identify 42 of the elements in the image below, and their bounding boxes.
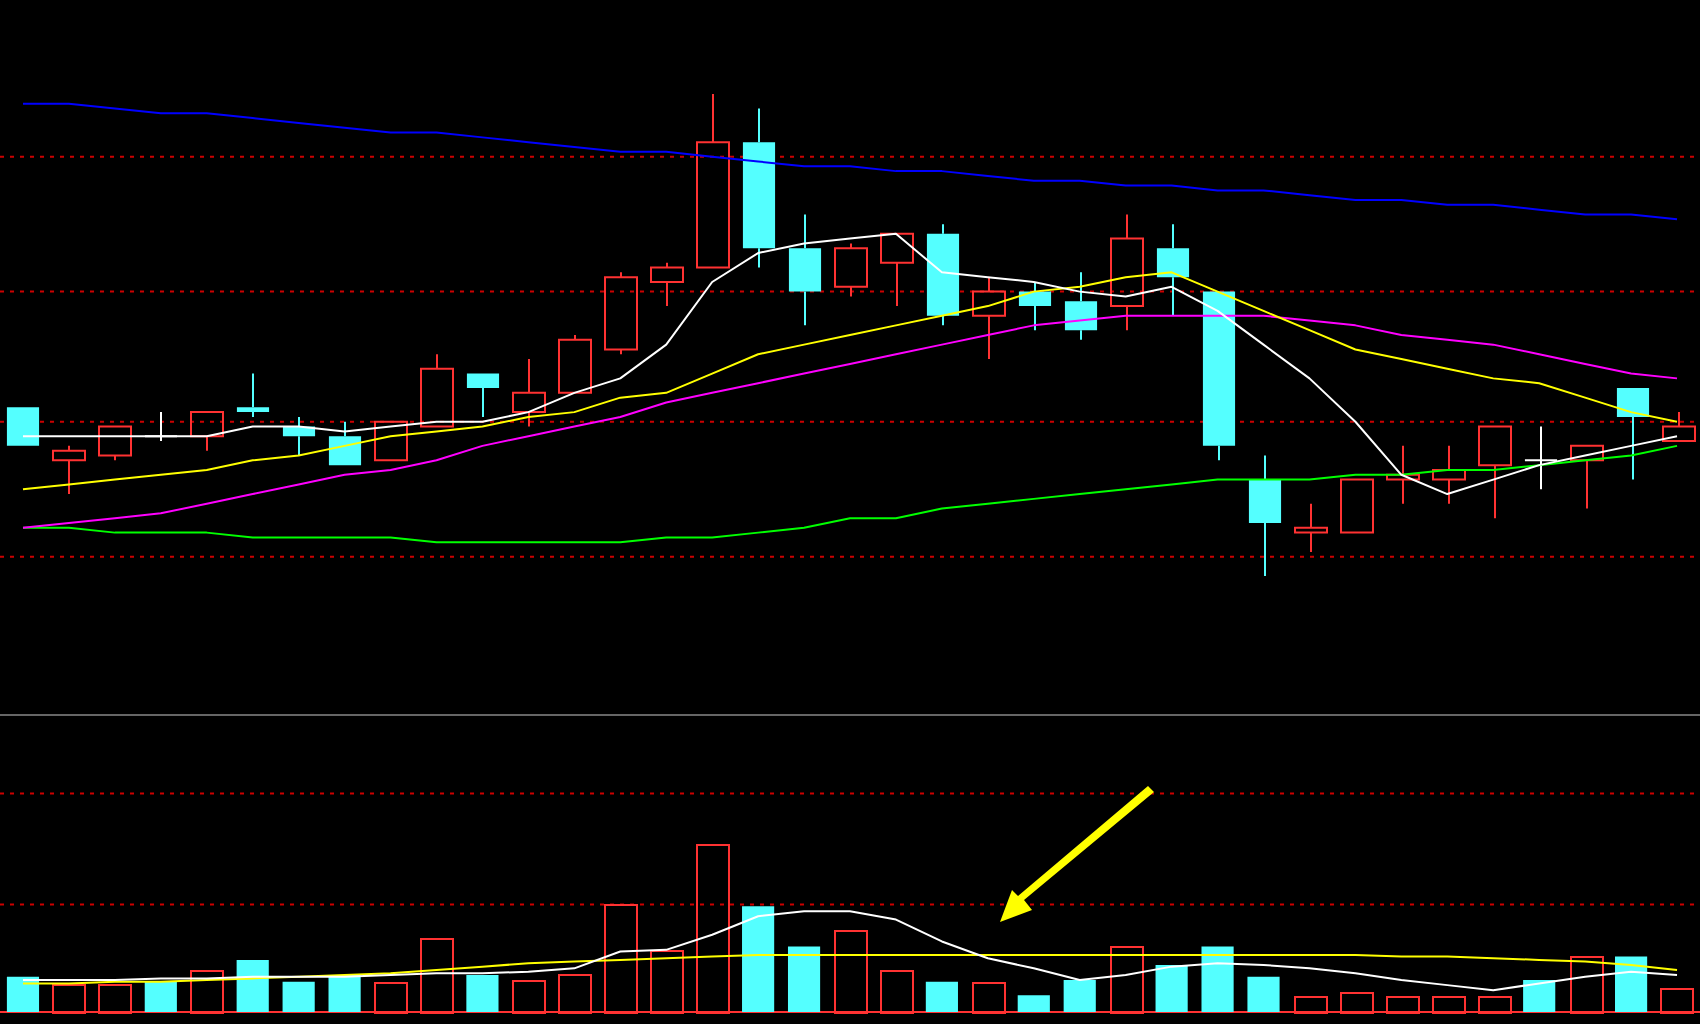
candlestick (1294, 502, 1328, 553)
candlestick (1064, 271, 1098, 341)
bar (6, 976, 40, 1012)
candlestick (52, 444, 86, 496)
candlestick (880, 232, 914, 308)
candlestick (1616, 388, 1650, 481)
candlestick (788, 213, 822, 327)
bar (925, 981, 958, 1012)
candlestick (742, 107, 776, 269)
candlestick (1662, 411, 1696, 443)
candlestick (1202, 291, 1236, 462)
candlestick (1432, 444, 1466, 505)
candlestick (1478, 425, 1512, 520)
candlestick (1570, 444, 1604, 510)
bar (1155, 964, 1188, 1012)
candlestick (926, 223, 960, 327)
bar (742, 906, 775, 1012)
candlestick (420, 353, 454, 428)
candlestick (512, 358, 546, 428)
bar (282, 981, 315, 1012)
candlestick (650, 261, 684, 308)
candlestick (1156, 223, 1190, 317)
candlestick (1523, 425, 1559, 491)
bar (787, 946, 821, 1012)
candlestick (1248, 454, 1282, 577)
bar (144, 981, 177, 1012)
candlestick (1018, 280, 1052, 332)
candlestick (972, 276, 1006, 361)
bar (466, 975, 499, 1012)
candlestick (466, 373, 500, 418)
bar (1247, 976, 1280, 1012)
bar (328, 975, 361, 1012)
bar (1063, 980, 1096, 1012)
candlestick (696, 93, 730, 269)
bar (1523, 980, 1556, 1012)
bar (236, 959, 269, 1012)
candlestick (1110, 213, 1144, 332)
candlestick (236, 372, 270, 418)
candlestick (190, 411, 224, 452)
bar (1615, 956, 1648, 1012)
bar (1201, 946, 1234, 1012)
bar (1017, 995, 1050, 1012)
